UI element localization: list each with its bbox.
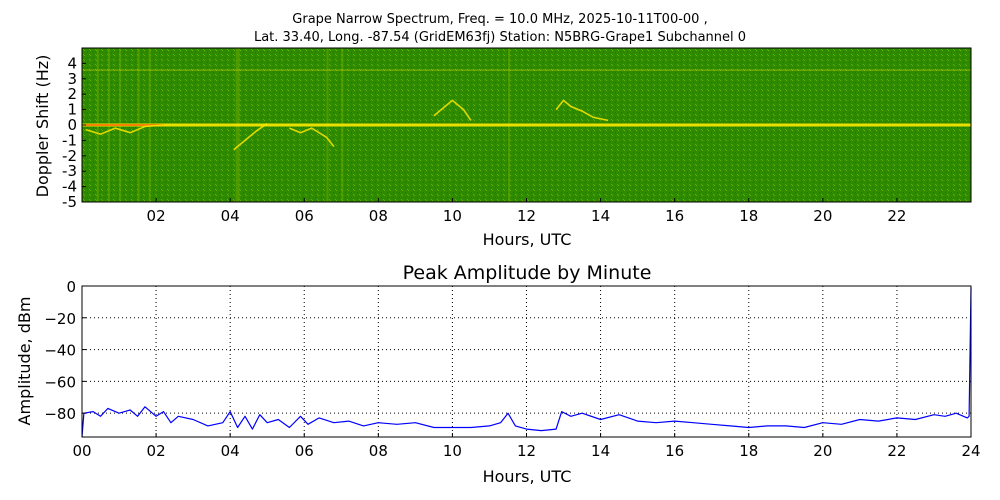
- x-tick-label: 16: [665, 442, 684, 460]
- y-tick-label: −40: [44, 342, 76, 360]
- x-tick-label: 18: [739, 207, 758, 225]
- spectrogram-y-axis-label: Doppler Shift (Hz): [33, 55, 52, 198]
- spectrum-title-line-1: Grape Narrow Spectrum, Freq. = 10.0 MHz,…: [292, 12, 708, 27]
- x-tick-label: 08: [369, 442, 388, 460]
- x-tick-label: 06: [295, 442, 314, 460]
- doppler-trace: [433, 99, 472, 121]
- x-tick-label: 24: [961, 442, 980, 460]
- carrier-trace: [82, 123, 971, 127]
- x-tick-label: 02: [147, 207, 166, 225]
- x-tick-label: 20: [813, 442, 832, 460]
- spectrum-title-line-2: Lat. 33.40, Long. -87.54 (GridEM63fj) St…: [253, 30, 747, 45]
- x-tick-label: 04: [221, 442, 240, 460]
- x-tick-label: 02: [147, 442, 166, 460]
- doppler-trace: [289, 127, 335, 148]
- y-tick-label: -4: [62, 178, 77, 196]
- y-tick-label: 0: [66, 278, 76, 296]
- spectrogram-x-axis-label: Hours, UTC: [483, 230, 572, 249]
- y-tick-label: −80: [44, 405, 76, 423]
- x-tick-label: 04: [221, 207, 240, 225]
- amplitude-series-line: [81, 287, 972, 438]
- y-tick-label: -1: [62, 131, 77, 149]
- peak-amplitude-chart: Peak Amplitude by Minute 00 02 04 06 08 10 12 1…: [15, 262, 981, 486]
- y-tick-label: −20: [44, 310, 76, 328]
- carrier-peak-segment: [85, 124, 164, 126]
- x-tick-label: 20: [813, 207, 832, 225]
- x-tick-label: 16: [665, 207, 684, 225]
- x-tick-label: 22: [887, 207, 906, 225]
- y-tick-label: 0: [67, 116, 77, 134]
- y-tick-label: −60: [44, 373, 76, 391]
- x-tick-label: 10: [443, 442, 462, 460]
- x-tick-label: 08: [369, 207, 388, 225]
- y-tick-label: -2: [62, 147, 77, 165]
- doppler-trace: [85, 124, 164, 136]
- y-tick-label: 3: [67, 70, 77, 88]
- y-tick-label: -5: [62, 193, 77, 211]
- y-tick-label: 4: [67, 54, 77, 72]
- doppler-trace: [555, 99, 609, 122]
- x-tick-label: 18: [739, 442, 758, 460]
- x-tick-label: 12: [517, 207, 536, 225]
- y-tick-label: 1: [67, 101, 77, 119]
- y-tick-label: -3: [62, 162, 77, 180]
- y-tick-label: 2: [67, 85, 77, 103]
- x-tick-label: 12: [517, 442, 536, 460]
- amplitude-chart-title: Peak Amplitude by Minute: [403, 262, 652, 284]
- x-tick-label: 10: [443, 207, 462, 225]
- x-tick-label: 00: [72, 442, 91, 460]
- amplitude-y-axis-label: Amplitude, dBm: [15, 297, 34, 426]
- x-tick-label: 14: [591, 207, 610, 225]
- doppler-trace: [233, 122, 268, 151]
- x-tick-label: 14: [591, 442, 610, 460]
- x-tick-label: 22: [887, 442, 906, 460]
- spectrogram-harmonic-line: [82, 69, 971, 71]
- x-tick-label: 06: [295, 207, 314, 225]
- amplitude-x-axis-label: Hours, UTC: [483, 467, 572, 486]
